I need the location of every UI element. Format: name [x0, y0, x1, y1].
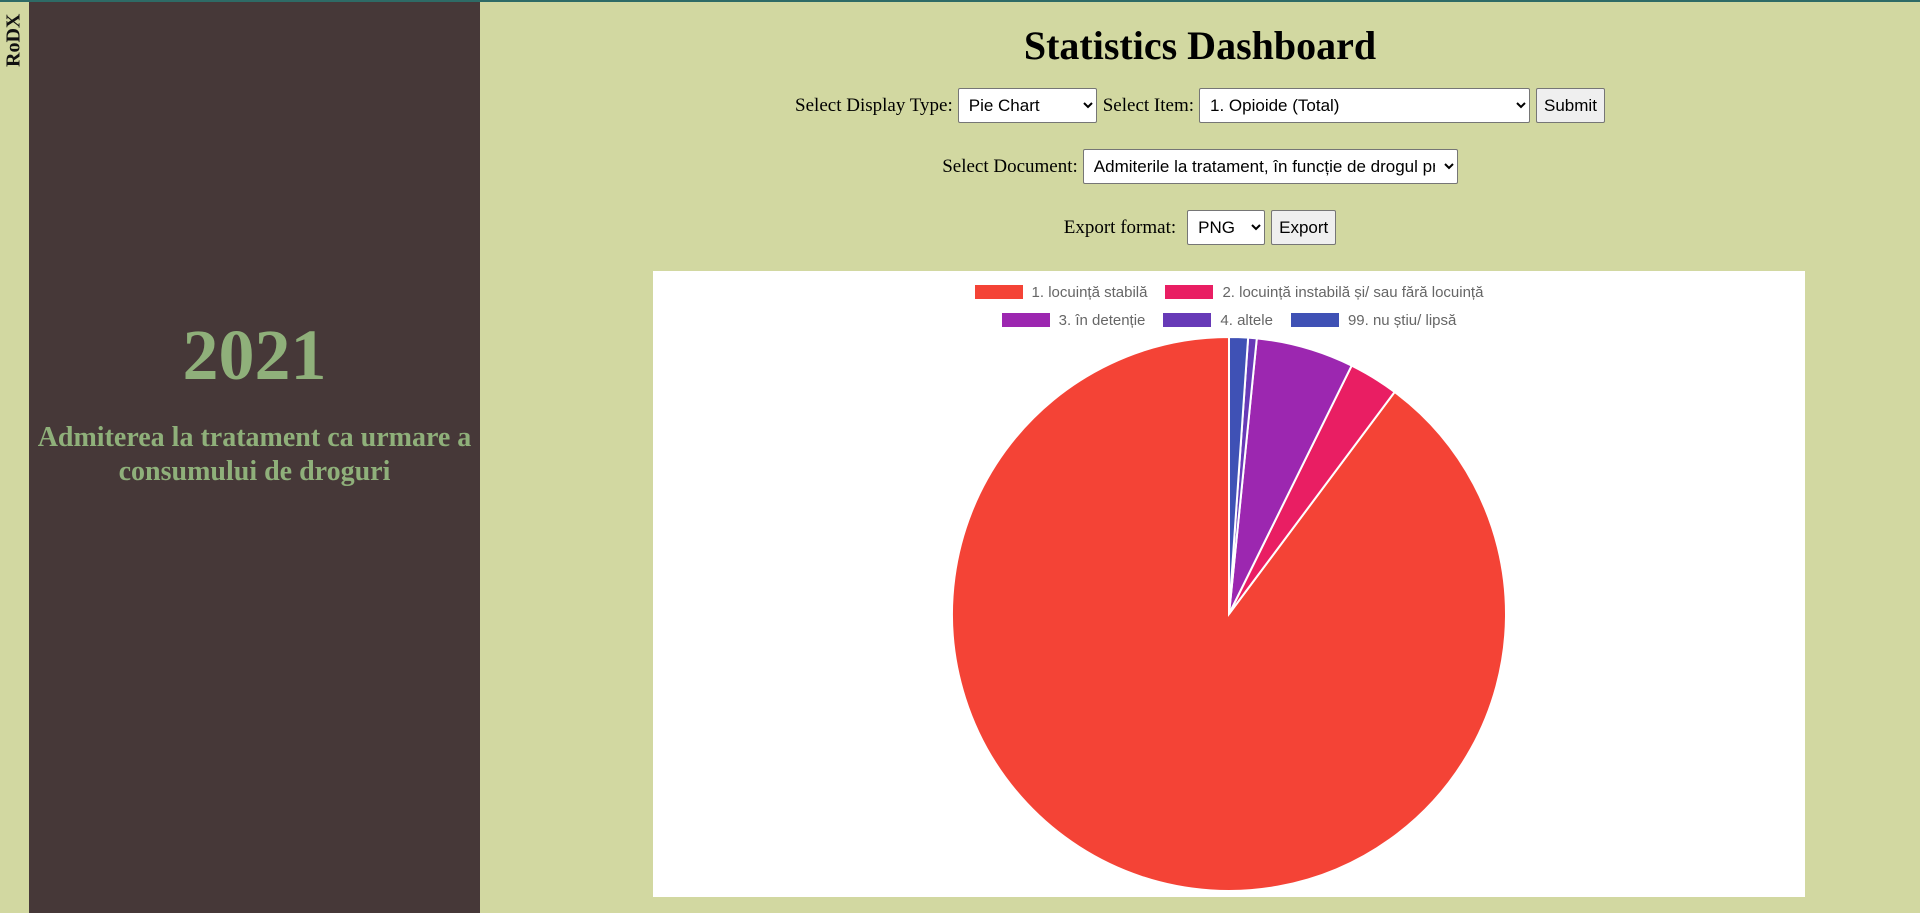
pie-slice-5[interactable] [1228, 335, 1250, 615]
year-heading: 2021 [182, 315, 327, 395]
legend-label: 2. locuință instabilă și/ sau fără locui… [1222, 283, 1484, 301]
legend-item[interactable]: 2. locuință instabilă și/ sau fără locui… [1165, 284, 1483, 301]
document-controls-row: Select Document: Admiterile la tratament… [480, 149, 1920, 184]
legend-swatch [1165, 285, 1214, 299]
item-label: Select Item: [1102, 94, 1195, 116]
export-format-select[interactable]: PNG [1187, 210, 1266, 245]
submit-button[interactable]: Submit [1536, 88, 1605, 123]
chart-card: 1. locuință stabilă 2. locuință instabil… [653, 271, 1805, 897]
display-type-select[interactable]: Pie Chart [957, 88, 1097, 123]
display-type-label: Select Display Type: [795, 94, 953, 116]
legend-label: 1. locuință stabilă [1031, 283, 1148, 301]
sidebar: 2021 Admiterea la tratament ca urmare a … [29, 2, 480, 913]
pie-chart [951, 335, 1507, 892]
export-button[interactable]: Export [1271, 210, 1337, 245]
display-controls-row: Select Display Type: Pie Chart Select It… [480, 88, 1920, 123]
document-label: Select Document: [942, 155, 1078, 177]
legend-swatch [1001, 313, 1050, 327]
document-select[interactable]: Admiterile la tratament, în funcție de d… [1082, 149, 1458, 184]
legend-label: 99. nu știu/ lipsă [1347, 311, 1457, 329]
brand-logo[interactable]: RoDX [2, 13, 25, 67]
legend-swatch [1163, 313, 1212, 327]
dataset-subtitle: Admiterea la tratament ca urmare a consu… [37, 422, 472, 487]
legend-item[interactable]: 4. altele [1163, 312, 1273, 329]
export-controls-row: Export format: PNG Export [480, 210, 1920, 245]
legend-row-1: 1. locuință stabilă 2. locuință instabil… [653, 281, 1805, 303]
legend-swatch [974, 285, 1023, 299]
legend-row-2: 3. în detenție 4. altele 99. nu știu/ li… [653, 309, 1805, 331]
legend-item[interactable]: 3. în detenție [1001, 311, 1146, 329]
legend-item[interactable]: 99. nu știu/ lipsă [1290, 311, 1457, 329]
legend-label: 4. altele [1220, 311, 1273, 329]
legend-item[interactable]: 1. locuință stabilă [974, 283, 1148, 301]
chart-legend: 1. locuință stabilă 2. locuință instabil… [653, 281, 1805, 337]
legend-swatch [1290, 313, 1339, 327]
export-format-label: Export format: [1063, 216, 1177, 238]
page-title: Statistics Dashboard [1023, 23, 1377, 68]
item-select[interactable]: 1. Opioide (Total) [1199, 88, 1531, 123]
brand-strip: RoDX [0, 2, 29, 913]
legend-label: 3. în detenție [1058, 311, 1146, 329]
top-border [0, 0, 1920, 2]
main-content: Statistics Dashboard Select Display Type… [480, 2, 1920, 913]
